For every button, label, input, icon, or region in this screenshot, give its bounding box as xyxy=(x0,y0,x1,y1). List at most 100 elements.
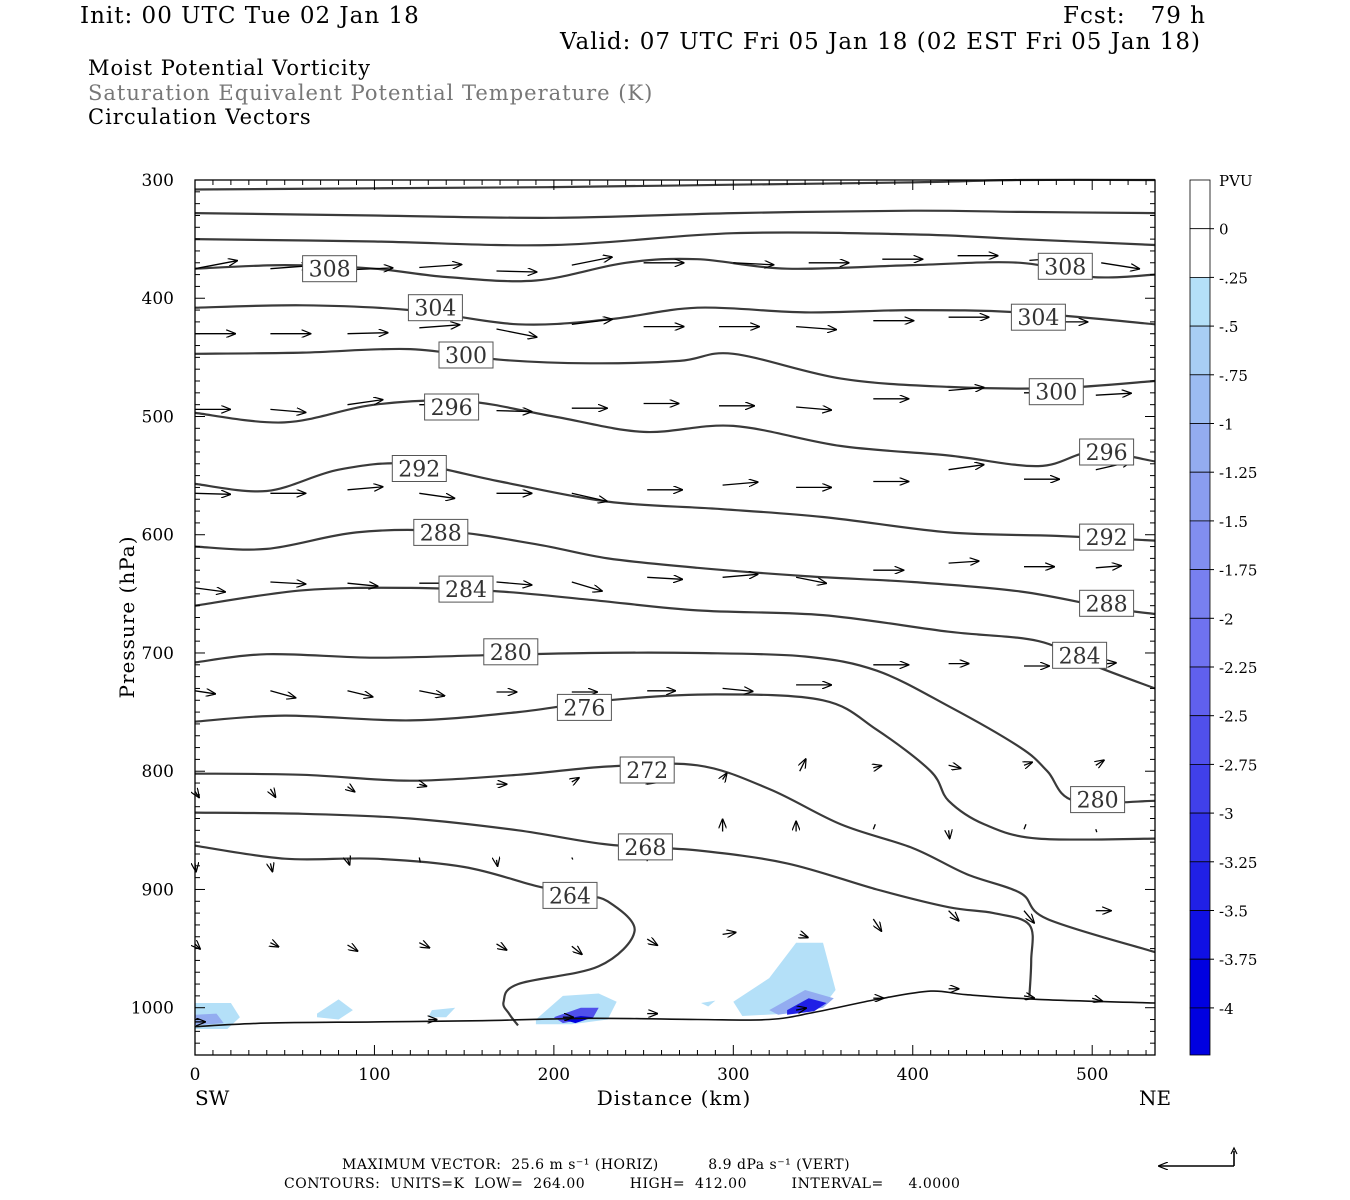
contour-label: 268 xyxy=(624,836,666,861)
x-tick-label: 400 xyxy=(897,1065,929,1085)
contour-label-box xyxy=(424,393,480,421)
contour-label: 276 xyxy=(563,696,605,721)
circulation-vector xyxy=(571,319,612,325)
contour-label: 288 xyxy=(1086,592,1128,617)
contour-label: 300 xyxy=(1035,381,1077,406)
isentrope-276 xyxy=(194,693,1156,841)
colorbar-box xyxy=(1189,228,1211,278)
circulation-vector xyxy=(571,857,574,860)
contour-label-box xyxy=(619,756,675,784)
circulation-vector xyxy=(496,271,537,272)
circulation-vector xyxy=(571,581,602,591)
y-tick-label: 600 xyxy=(142,526,174,546)
circulation-vector xyxy=(496,582,532,585)
circulation-vector xyxy=(347,945,358,951)
circulation-vector xyxy=(722,688,753,691)
colorbar-box xyxy=(1189,471,1211,522)
isentrope-304 xyxy=(194,304,1156,326)
circulation-vector xyxy=(1023,910,1034,923)
circulation-vector xyxy=(722,482,758,485)
colorbar-label: -2 xyxy=(1219,610,1234,628)
isentrope-284 xyxy=(194,586,1156,690)
circulation-vector xyxy=(795,1008,806,1010)
isentrope-308 xyxy=(194,257,1156,283)
circulation-vector xyxy=(496,328,537,337)
circulation-vector xyxy=(1095,393,1131,395)
circulation-vector xyxy=(949,830,950,838)
x-tick-label: 200 xyxy=(538,1065,570,1085)
contour-label-box xyxy=(438,341,494,369)
init-time: Init: 00 UTC Tue 02 Jan 18 xyxy=(80,3,420,29)
circulation-vector xyxy=(419,691,444,696)
colorbar-label: -2.5 xyxy=(1219,708,1248,726)
colorbar-box xyxy=(1189,666,1211,717)
contour-label-box xyxy=(1079,438,1135,466)
colorbar-box xyxy=(1189,374,1211,424)
colorbar-box xyxy=(1189,179,1211,230)
x-axis-title: Distance (km) xyxy=(597,1086,752,1110)
circulation-vector xyxy=(348,859,350,865)
circulation-vector xyxy=(347,487,383,490)
isentrope-296 xyxy=(194,399,1156,468)
isentrope-300 xyxy=(194,347,1156,390)
contour-label-box xyxy=(1079,589,1135,617)
max-vector-note: MAXIMUM VECTOR: 25.6 m s⁻¹ (HORIZ) 8.9 d… xyxy=(342,1157,851,1173)
colorbar-box xyxy=(1189,617,1211,668)
colorbar-title: PVU xyxy=(1219,172,1253,190)
contour-label: 280 xyxy=(490,641,532,666)
circulation-vector xyxy=(571,946,582,954)
circulation-vector xyxy=(348,787,355,792)
title-vectors: Circulation Vectors xyxy=(88,105,312,129)
colorbar-box xyxy=(1189,715,1211,765)
colorbar-label: -.75 xyxy=(1219,367,1248,385)
circulation-vector xyxy=(948,910,959,921)
colorbar-label: -1.25 xyxy=(1219,464,1257,482)
colorbar-label: -.5 xyxy=(1219,318,1238,336)
contour-labels: 308 308 304 304 300 300 296 296 292 292 288 288 284 2… xyxy=(302,252,1135,909)
circulation-vector xyxy=(195,791,199,797)
contour-label: 304 xyxy=(1017,306,1059,331)
colorbar-box xyxy=(1189,423,1211,473)
colorbar-label: 0 xyxy=(1219,221,1229,239)
circulation-vector xyxy=(270,789,275,797)
contour-label-box xyxy=(413,518,469,546)
circulation-vector xyxy=(647,577,682,579)
isentrope-280 xyxy=(194,651,1156,805)
isentrope-272 xyxy=(194,762,1156,954)
isentrope-264 xyxy=(194,844,636,1027)
colorbar-box xyxy=(1189,764,1211,814)
contour-label: 284 xyxy=(445,578,487,603)
circulation-vector xyxy=(872,918,881,931)
circulation-vector xyxy=(948,765,961,768)
contour-label-box xyxy=(483,638,539,666)
circulation-vector xyxy=(194,588,225,592)
contour-label: 272 xyxy=(626,759,668,784)
circulation-vector xyxy=(722,574,758,577)
contour-label-box xyxy=(1010,303,1066,331)
circulation-vector xyxy=(948,561,979,563)
title-mpv: Moist Potential Vorticity xyxy=(88,56,371,80)
circulation-vector xyxy=(796,407,831,410)
y-axis: 300 400 500 600 700 800 900 1000 xyxy=(131,171,1155,1056)
circulation-vector xyxy=(1023,823,1027,830)
circulation-vector xyxy=(646,939,657,945)
contour-label: 292 xyxy=(398,458,440,483)
circulation-vector xyxy=(872,823,876,830)
x-tick-label: 300 xyxy=(717,1065,749,1085)
circulation-vector xyxy=(419,943,429,948)
circulation-vector xyxy=(194,691,215,694)
colorbar-box xyxy=(1189,520,1211,571)
valid-time: Valid: 07 UTC Fri 05 Jan 18 (02 EST Fri … xyxy=(560,29,1201,55)
circulation-vector xyxy=(796,327,836,330)
circulation-vector xyxy=(194,493,230,494)
colorbar-label: -2.75 xyxy=(1219,756,1257,774)
circulation-vector xyxy=(419,325,459,328)
colorbar-box xyxy=(1189,958,1211,1009)
circulation-vector xyxy=(800,759,806,772)
pv-region xyxy=(701,1000,716,1007)
contour-label: 292 xyxy=(1086,526,1128,551)
circulation-vectors xyxy=(195,256,1139,1022)
circulation-vector xyxy=(496,944,507,950)
circulation-vector xyxy=(496,411,532,412)
